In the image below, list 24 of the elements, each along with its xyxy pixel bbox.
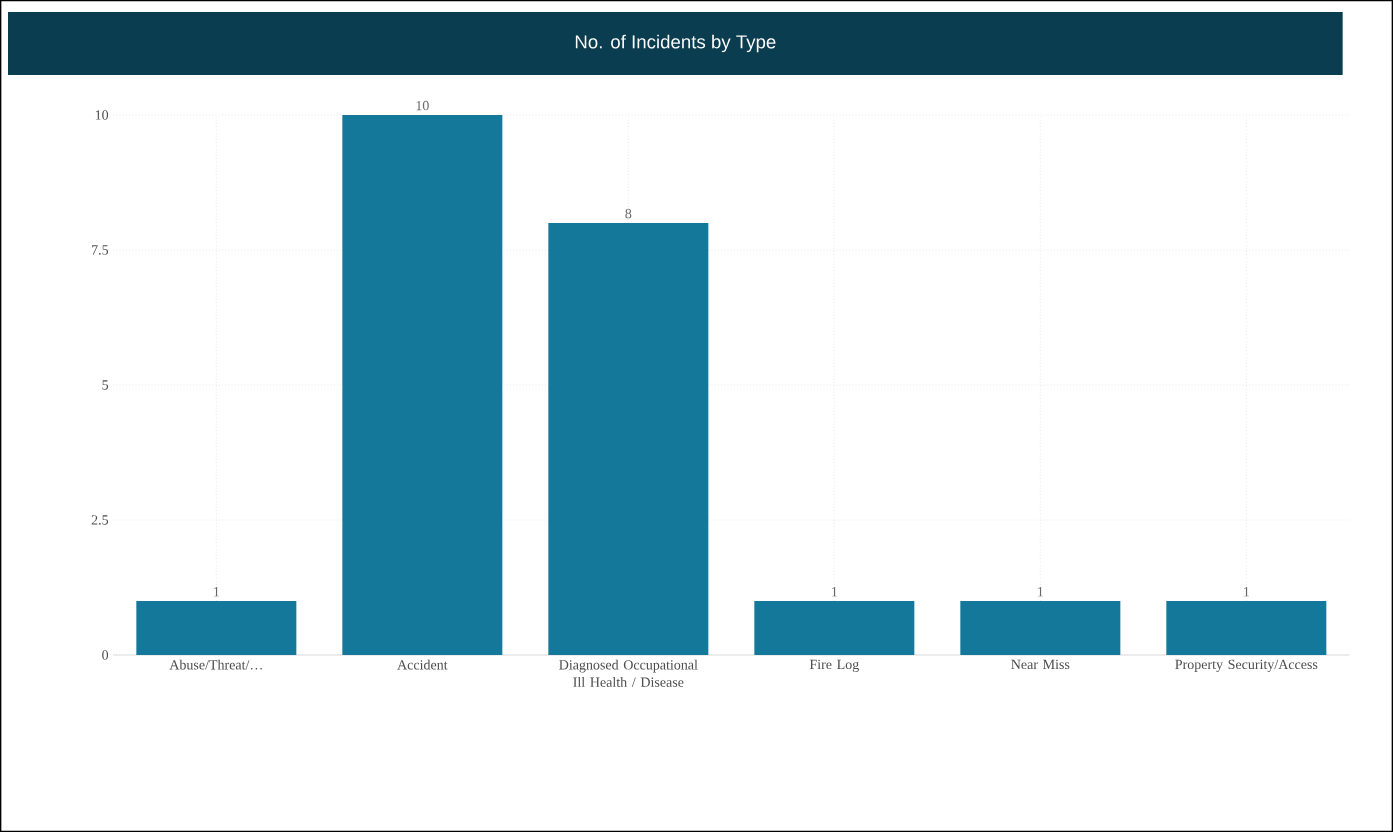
data-label: 1 — [214, 587, 219, 597]
x-tick-label: Accident — [397, 659, 448, 670]
y-tick-label: 0 — [102, 650, 109, 660]
bar — [342, 114, 503, 655]
x-tick-label: Abuse/Threat/… — [169, 659, 262, 670]
chart-title: No. of Incidents by Type — [575, 34, 776, 53]
bar — [136, 600, 297, 655]
bar — [754, 600, 915, 655]
y-tick-label: 5 — [102, 380, 109, 390]
bar — [548, 222, 709, 655]
x-tick-label: Diagnosed Occupational Ill Health / Disease — [559, 659, 698, 687]
x-tick-label: Near Miss — [1011, 659, 1070, 670]
y-tick-label: 7.5 — [92, 245, 109, 255]
data-label: 8 — [625, 208, 632, 219]
data-label: 10 — [416, 100, 429, 111]
data-label: 1 — [832, 587, 837, 597]
x-tick-label: Property Security/Access — [1175, 659, 1318, 672]
y-tick-label: 2.5 — [91, 515, 109, 525]
x-tick-label: Fire Log — [809, 659, 859, 672]
data-label: 1 — [1038, 587, 1043, 597]
data-label: 1 — [1244, 587, 1249, 597]
bar — [960, 600, 1121, 655]
y-tick-label: 10 — [95, 110, 109, 120]
bar — [1166, 600, 1327, 655]
